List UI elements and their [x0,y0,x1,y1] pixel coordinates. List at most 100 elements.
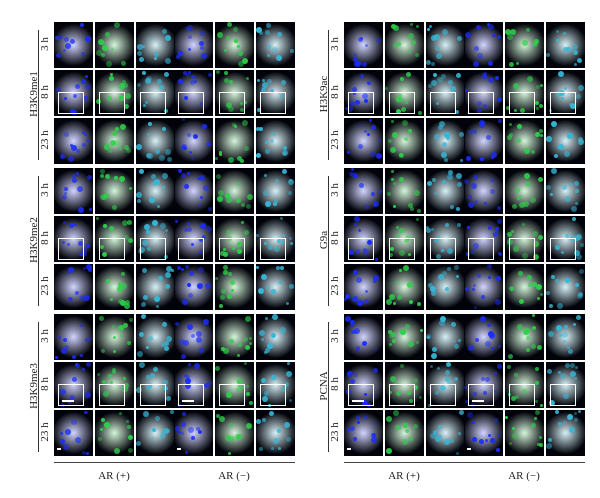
nucleus-blob [166,336,172,342]
nucleus-blob [491,152,497,158]
scale-bar [57,448,61,450]
nucleus-blob [370,151,376,157]
nucleus-blob [371,394,374,397]
nucleus-blob [271,447,274,450]
timepoint-label: 23 h [329,276,341,296]
nucleus-blob [458,432,461,435]
nucleus-blob [556,325,562,331]
nucleus-blob [120,124,126,130]
nucleus-blob [160,434,165,439]
nucleus-blob [505,29,511,35]
nucleus-blob [105,32,110,37]
nucleus-blob [79,253,82,256]
nucleus-blob [580,243,584,247]
nucleus-blob [477,274,481,278]
nucleus-blob [438,425,442,429]
nucleus-blob [278,447,281,450]
nucleus-blob [440,385,446,391]
nucleus-blob [60,154,65,159]
nucleus-blob [221,289,226,294]
nucleus-blob [244,230,249,235]
nucleus-blob [187,25,193,31]
nucleus-blob [256,127,260,131]
nucleus-blob [557,303,563,309]
nucleus-blob [165,284,170,289]
nucleus-blob [282,234,285,237]
nucleus-blob [546,291,550,295]
nucleus-blob [535,132,540,137]
nucleus-blob [187,324,193,330]
nucleus-blob [369,119,372,122]
nucleus-blob [540,134,543,137]
nucleus-blob [101,418,105,422]
channel-strip [464,264,585,310]
nucleus-blob [432,347,437,352]
nucleus-blob [534,417,537,420]
nucleus-blob [416,341,419,344]
nucleus-blob [356,277,362,283]
micrograph-tile [174,216,213,262]
nucleus-blob [220,251,225,256]
channel-strip [464,70,585,116]
nucleus-blob [237,249,242,254]
condition-label: AR (−) [218,470,250,482]
nucleus-blob [75,84,80,89]
nucleus-blob [256,234,259,237]
channel-strip [344,118,465,164]
nucleus-blob [431,62,435,66]
nucleus-blob [567,133,573,139]
zoom-inset-box [430,238,456,260]
nucleus-blob [76,172,79,175]
nucleus-blob [494,372,497,375]
nucleus-blob [81,79,86,84]
channel-strip [54,362,175,408]
zoom-inset-box [468,384,494,406]
nucleus-blob [147,38,150,41]
micrograph-tile [256,362,295,408]
nucleus-blob [165,229,168,232]
nucleus-blob [363,249,369,255]
nucleus-blob [108,374,112,378]
nucleus-blob [229,423,233,427]
nucleus-blob [165,272,171,278]
nucleus-blob [204,383,209,388]
nucleus-blob [124,145,129,150]
nucleus-blob [226,102,232,108]
nucleus-blob [488,276,491,279]
nucleus-blob [437,235,440,238]
nucleus-blob [468,345,474,351]
channel-strip [464,362,585,408]
nucleus-blob [166,266,172,272]
nucleus-blob [62,241,65,244]
nucleus-blob [455,110,459,114]
micrograph-tile [344,22,383,68]
nucleus-blob [574,63,577,66]
micrograph-tile [505,314,544,360]
nucleus-blob [227,22,232,27]
nucleus-blob [119,412,122,415]
nucleus-blob [497,35,501,39]
nucleus-blob [175,426,180,431]
micrograph-tile [464,70,503,116]
nucleus-blob [164,72,169,77]
nucleus-blob [237,156,242,161]
nucleus-blob [391,120,394,123]
nucleus-blob [524,148,530,154]
nucleus-blob [186,73,190,77]
nucleus-blob [445,223,449,227]
nucleus-blob [265,201,271,207]
nucleus-blob [201,53,207,59]
nucleus-blob [64,37,69,42]
nucleus-blob [472,421,475,424]
timepoint-label: 8 h [39,231,51,245]
channel-strip [174,216,295,262]
nucleus-blob [505,416,508,419]
nucleus-blob [396,391,401,396]
nucleus-blob [224,71,228,75]
nucleus-blob [144,224,150,230]
micrograph-tile [385,410,424,456]
nucleus-blob [225,193,230,198]
nucleus-blob [420,329,423,332]
nucleus-blob [190,80,195,85]
nucleus-blob [208,381,212,385]
